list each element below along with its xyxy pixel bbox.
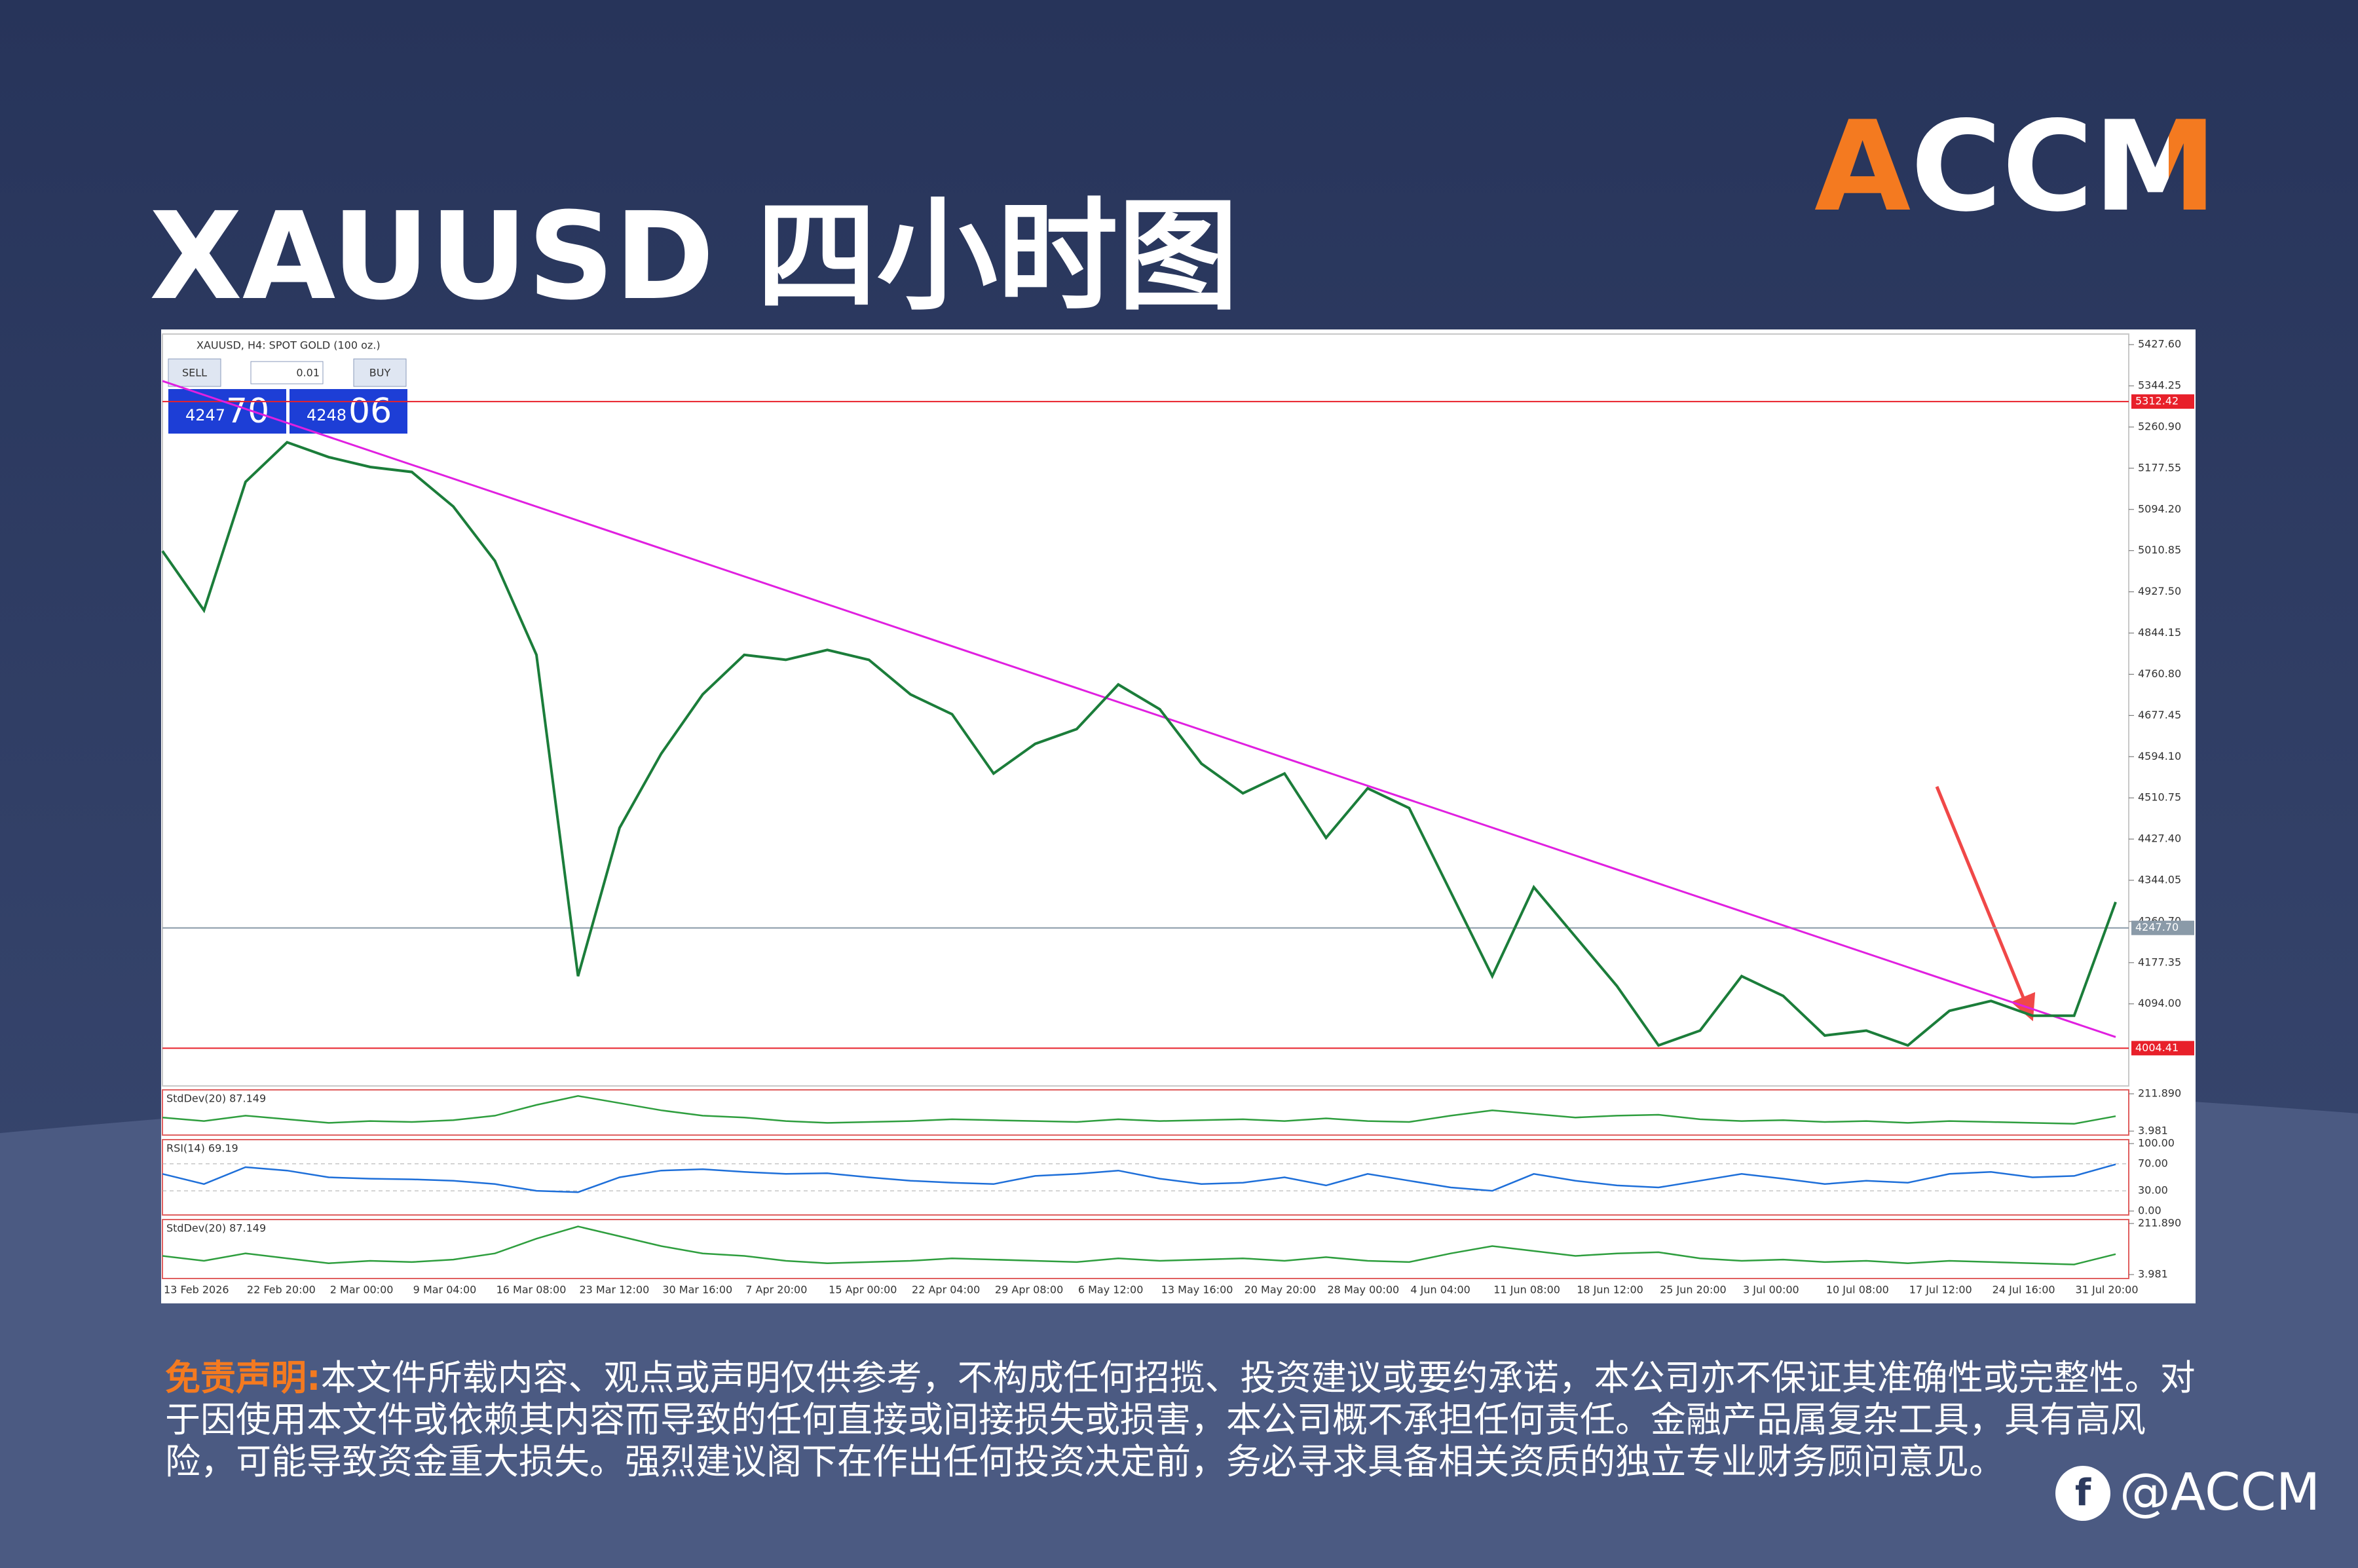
bid-box[interactable] <box>168 389 286 434</box>
y-tick-label: 5177.55 <box>2138 461 2181 474</box>
y-tick-label: 5094.20 <box>2138 502 2181 515</box>
x-tick-label: 17 Jul 12:00 <box>1909 1284 1972 1296</box>
y-tick-label: 5260.90 <box>2138 420 2181 432</box>
buy-button[interactable] <box>353 358 407 387</box>
indicator-tick-label: 70.00 <box>2138 1157 2168 1169</box>
sell-label: SELL <box>182 367 207 379</box>
indicator-line <box>162 1225 2116 1265</box>
x-tick-label: 31 Jul 20:00 <box>2076 1284 2139 1296</box>
y-tick-label: 4594.10 <box>2138 750 2181 762</box>
indicator-line <box>162 1095 2116 1125</box>
chart-title: XAUUSD, H4: SPOT GOLD (100 oz.) <box>196 339 381 352</box>
page-title: XAUUSD 四小时图 <box>149 187 1239 327</box>
x-tick-label: 20 May 20:00 <box>1244 1284 1317 1296</box>
y-tick-label: 5010.85 <box>2138 544 2181 556</box>
indicator-tick-label: 100.00 <box>2138 1137 2175 1149</box>
disclaimer-text: 本文件所载内容、观点或声明仅供参考，不构成任何招揽、投资建议或要约承诺，本公司亦… <box>165 1357 2196 1482</box>
indicator-tick-label: 211.890 <box>2138 1217 2181 1229</box>
indicator-line <box>162 1163 2116 1193</box>
y-tick-label: 4844.15 <box>2138 626 2181 639</box>
y-tick-label: 4177.35 <box>2138 956 2181 968</box>
x-tick-label: 10 Jul 08:00 <box>1826 1284 1889 1296</box>
x-tick-label: 22 Feb 20:00 <box>247 1284 316 1296</box>
x-tick-label: 4 Jun 04:00 <box>1410 1284 1470 1296</box>
price-level-label: 4004.41 <box>2135 1041 2179 1054</box>
indicator-panel <box>162 1219 2129 1279</box>
y-tick-label: 4677.45 <box>2138 709 2181 721</box>
trendline <box>162 380 2116 1038</box>
price-level-tag <box>2131 394 2194 409</box>
price-level-tag <box>2131 920 2194 935</box>
x-tick-label: 6 May 12:00 <box>1078 1284 1144 1296</box>
x-tick-label: 9 Mar 04:00 <box>413 1284 477 1296</box>
indicator-panel <box>162 1139 2129 1216</box>
lot-value: 0.01 <box>296 367 320 379</box>
y-tick-label: 5427.60 <box>2138 338 2181 350</box>
x-tick-label: 30 Mar 16:00 <box>662 1284 732 1296</box>
ask-pips: 06 <box>348 392 392 431</box>
logo: ACCM <box>1814 94 2217 239</box>
x-tick-label: 25 Jun 20:00 <box>1660 1284 1727 1296</box>
disclaimer-label: 免责声明: <box>165 1357 321 1398</box>
x-tick-label: 24 Jul 16:00 <box>1993 1284 2055 1296</box>
indicator-tick-label: 3.981 <box>2138 1125 2168 1137</box>
indicator-tick-label: 211.890 <box>2138 1087 2181 1100</box>
indicator-title: StdDev(20) 87.149 <box>166 1092 266 1105</box>
sell-button[interactable] <box>168 358 221 387</box>
lot-input[interactable] <box>250 361 324 384</box>
x-tick-label: 13 May 16:00 <box>1161 1284 1233 1296</box>
x-tick-label: 3 Jul 00:00 <box>1743 1284 1799 1296</box>
indicator-tick-label: 0.00 <box>2138 1204 2162 1217</box>
annotation-arrow <box>1935 786 2036 1022</box>
x-tick-label: 18 Jun 12:00 <box>1577 1284 1643 1296</box>
y-tick-label: 4427.40 <box>2138 832 2181 845</box>
ask-box[interactable] <box>290 389 407 434</box>
x-tick-label: 11 Jun 08:00 <box>1493 1284 1560 1296</box>
x-tick-label: 22 Apr 04:00 <box>912 1284 980 1296</box>
indicator-tick-label: 30.00 <box>2138 1184 2168 1197</box>
facebook-icon <box>2055 1466 2110 1521</box>
plot-area <box>162 333 2129 1087</box>
bid-pips: 70 <box>226 392 269 431</box>
x-tick-label: 13 Feb 2026 <box>164 1284 229 1296</box>
price-level-tag <box>2131 1041 2194 1056</box>
price-level-label: 4247.70 <box>2135 921 2179 933</box>
y-tick-label: 4760.80 <box>2138 667 2181 680</box>
social-handle: @ACCM <box>2120 1463 2320 1522</box>
x-tick-label: 28 May 00:00 <box>1328 1284 1400 1296</box>
x-tick-label: 16 Mar 08:00 <box>496 1284 567 1296</box>
ask: 4248 <box>307 406 346 424</box>
buy-label: BUY <box>369 367 391 379</box>
y-tick-label: 4094.00 <box>2138 997 2181 1009</box>
disclaimer: 免责声明:本文件所载内容、观点或声明仅供参考，不构成任何招揽、投资建议或要约承诺… <box>165 1357 2202 1483</box>
x-tick-label: 7 Apr 20:00 <box>745 1284 807 1296</box>
trade-panel: SELL 0.01 BUY 4247 70 4248 06 <box>168 358 407 434</box>
y-tick-label: 5344.25 <box>2138 379 2181 392</box>
indicator-panel <box>162 1089 2129 1136</box>
indicator-title: RSI(14) 69.19 <box>166 1142 238 1155</box>
x-tick-label: 15 Apr 00:00 <box>829 1284 897 1296</box>
indicator-tick-label: 3.981 <box>2138 1268 2168 1280</box>
y-tick-label: 4927.50 <box>2138 585 2181 597</box>
facebook-f: f <box>2075 1472 2091 1514</box>
y-tick-label: 4510.75 <box>2138 791 2181 804</box>
price-level-label: 5312.42 <box>2135 395 2179 407</box>
y-tick-label: 4344.05 <box>2138 873 2181 886</box>
bid: 4247 <box>185 406 225 424</box>
x-tick-label: 29 Apr 08:00 <box>995 1284 1063 1296</box>
x-tick-label: 23 Mar 12:00 <box>579 1284 649 1296</box>
x-tick-label: 2 Mar 00:00 <box>330 1284 394 1296</box>
indicator-title: StdDev(20) 87.149 <box>166 1222 266 1235</box>
price-line <box>161 441 2117 1047</box>
